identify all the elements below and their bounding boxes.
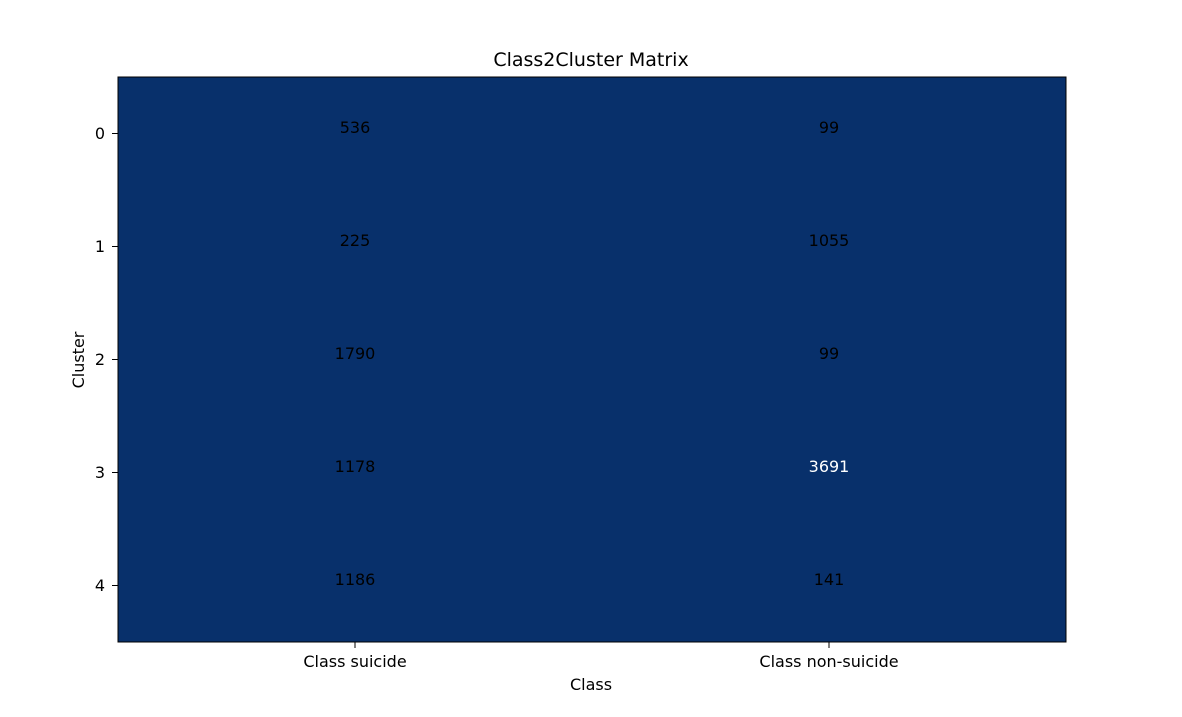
cell-value-label: 99 — [819, 118, 839, 137]
cell-value-label: 536 — [340, 118, 371, 137]
heatmap-cell — [592, 190, 1067, 304]
y-tick-label: 2 — [95, 350, 105, 369]
cell-value-label: 141 — [814, 570, 845, 589]
cell-value-label: 1790 — [335, 344, 376, 363]
y-tick-label: 4 — [95, 576, 105, 595]
cell-value-label: 1186 — [335, 570, 376, 589]
y-tick-label: 3 — [95, 463, 105, 482]
chart-title: Class2Cluster Matrix — [493, 49, 688, 71]
heatmap-cell — [118, 416, 593, 530]
y-tick-label: 0 — [95, 124, 105, 143]
plot-area: 536 99 225 1055 1790 99 1178 3691 1186 141 Class s… — [95, 76, 1067, 671]
y-tick-label: 1 — [95, 237, 105, 256]
heatmap-cell — [592, 77, 1067, 191]
heatmap-cell — [118, 529, 593, 643]
heatmap-cell — [592, 529, 1067, 643]
cell-value-label: 1178 — [335, 457, 376, 476]
heatmap-cell — [592, 303, 1067, 417]
heatmap-cell — [118, 77, 593, 191]
cell-value-label: 3691 — [809, 457, 850, 476]
x-tick-label: Class non-suicide — [759, 652, 898, 671]
cell-value-label: 99 — [819, 344, 839, 363]
y-axis-label: Cluster — [69, 331, 88, 388]
cell-value-label: 1055 — [809, 231, 850, 250]
heatmap-cell — [592, 416, 1067, 530]
cell-value-label: 225 — [340, 231, 371, 250]
heatmap-cell — [118, 190, 593, 304]
x-axis-label: Class — [570, 675, 612, 694]
heatmap-cell — [118, 303, 593, 417]
x-tick-label: Class suicide — [303, 652, 406, 671]
